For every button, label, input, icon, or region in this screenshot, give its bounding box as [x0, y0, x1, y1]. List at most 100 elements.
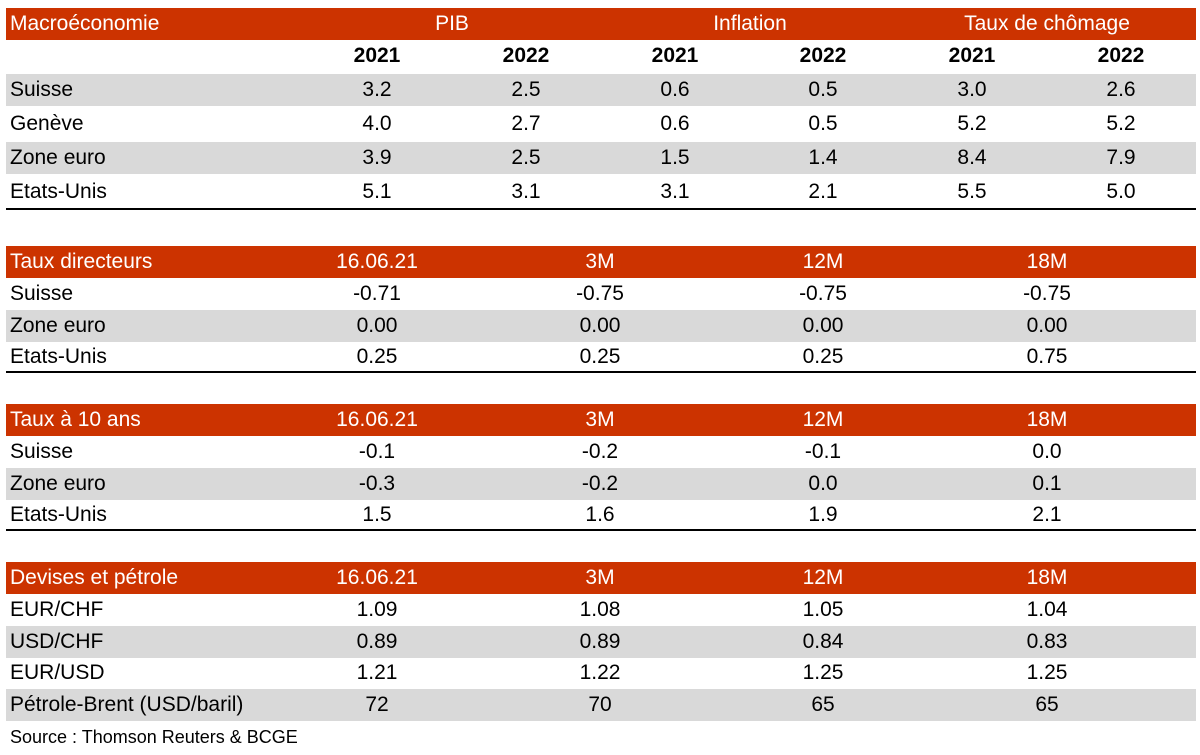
table-cell: 0.1 [1032, 472, 1062, 495]
table-row: Suisse -0.1 -0.2 -0.1 0.0 [6, 436, 1196, 468]
table-cell: 5.0 [1106, 180, 1136, 203]
table-cell: 0.6 [660, 78, 690, 101]
table-cell: 3.1 [660, 180, 690, 203]
table-cell: 1.21 [356, 661, 398, 684]
table-cell: 4.0 [362, 112, 392, 135]
table-cell: 65 [1035, 693, 1059, 716]
table-cell: -0.71 [353, 282, 401, 305]
table-cell: -0.1 [358, 440, 396, 463]
table-cell: 1.5 [362, 503, 392, 526]
table-cell: 3.1 [511, 180, 541, 203]
table-row: Zone euro -0.3 -0.2 0.0 0.1 [6, 468, 1196, 500]
column-header: 18M [1026, 408, 1068, 431]
table-cell: 1.6 [585, 503, 615, 526]
table-cell: -0.3 [358, 472, 396, 495]
table-cell: 1.5 [660, 146, 690, 169]
column-header: 12M [802, 408, 844, 431]
table-row: Genève 4.0 2.7 0.6 0.5 5.2 5.2 [6, 108, 1196, 140]
year-header: 2021 [353, 44, 401, 67]
table-cell: -0.75 [1023, 282, 1071, 305]
table-cell: 0.5 [808, 78, 838, 101]
macro-title: Macroéconomie [10, 12, 160, 35]
group-header-chomage: Taux de chômage [964, 12, 1130, 35]
macro-header-row: Macroéconomie PIB Inflation Taux de chôm… [6, 8, 1196, 40]
fx-title: Devises et pétrole [10, 566, 179, 589]
table-row: Pétrole-Brent (USD/baril) 72 70 65 65 [6, 689, 1196, 721]
table-cell: 70 [588, 693, 612, 716]
table-row: Suisse -0.71 -0.75 -0.75 -0.75 [6, 278, 1196, 310]
row-label: Etats-Unis [10, 180, 107, 203]
year-header: 2021 [948, 44, 996, 67]
policy-header-row: Taux directeurs 16.06.21 3M 12M 18M [6, 246, 1196, 278]
table-cell: 0.25 [356, 345, 398, 368]
row-label: Etats-Unis [10, 503, 107, 526]
row-label: Zone euro [10, 314, 106, 337]
table-cell: 65 [811, 693, 835, 716]
table-cell: 1.05 [802, 598, 844, 621]
table-cell: 1.22 [579, 661, 621, 684]
table-cell: 5.5 [957, 180, 987, 203]
year-header: 2022 [502, 44, 550, 67]
table-bottom-rule [6, 208, 1196, 210]
table-bottom-rule [6, 371, 1196, 373]
row-label: Etats-Unis [10, 345, 107, 368]
table-cell: 2.7 [511, 112, 541, 135]
column-header: 16.06.21 [336, 408, 418, 431]
table-cell: 1.4 [808, 146, 838, 169]
table-cell: 2.1 [1032, 503, 1062, 526]
table-cell: 3.0 [957, 78, 987, 101]
table-cell: 0.00 [356, 314, 398, 337]
column-header: 16.06.21 [336, 250, 418, 273]
table-cell: 1.9 [808, 503, 838, 526]
row-label: Genève [10, 112, 84, 135]
table-cell: 1.09 [356, 598, 398, 621]
column-header: 3M [585, 408, 615, 431]
table-cell: 5.2 [1106, 112, 1136, 135]
table-cell: 0.89 [579, 630, 621, 653]
column-header: 3M [585, 250, 615, 273]
table-cell: 0.84 [802, 630, 844, 653]
table-cell: 0.5 [808, 112, 838, 135]
table-cell: -0.2 [581, 472, 619, 495]
table-cell: -0.2 [581, 440, 619, 463]
source-note: Source : Thomson Reuters & BCGE [10, 727, 298, 747]
row-label: Suisse [10, 282, 74, 305]
table-cell: 0.89 [356, 630, 398, 653]
table-cell: 0.6 [660, 112, 690, 135]
table-row: Etats-Unis 0.25 0.25 0.25 0.75 [6, 341, 1196, 373]
row-label: Pétrole-Brent (USD/baril) [10, 693, 244, 716]
table-cell: 0.00 [802, 314, 844, 337]
column-header: 12M [802, 566, 844, 589]
table-row: USD/CHF 0.89 0.89 0.84 0.83 [6, 626, 1196, 658]
table-cell: 0.25 [802, 345, 844, 368]
table-row: Etats-Unis 1.5 1.6 1.9 2.1 [6, 499, 1196, 531]
table-cell: 8.4 [957, 146, 987, 169]
table-cell: 1.25 [802, 661, 844, 684]
table-cell: 7.9 [1106, 146, 1136, 169]
column-header: 12M [802, 250, 844, 273]
column-header: 18M [1026, 250, 1068, 273]
row-label: EUR/CHF [10, 598, 104, 621]
table-cell: 1.04 [1026, 598, 1068, 621]
table-cell: 0.00 [1026, 314, 1068, 337]
column-header: 3M [585, 566, 615, 589]
year-header: 2022 [1097, 44, 1145, 67]
table-cell: 1.08 [579, 598, 621, 621]
table-cell: 0.0 [1032, 440, 1062, 463]
table-row: Zone euro 0.00 0.00 0.00 0.00 [6, 310, 1196, 342]
row-label: USD/CHF [10, 630, 104, 653]
policy-title: Taux directeurs [10, 250, 153, 273]
bonds-header-row: Taux à 10 ans 16.06.21 3M 12M 18M [6, 404, 1196, 436]
table-cell: 0.25 [579, 345, 621, 368]
table-cell: -0.1 [804, 440, 842, 463]
table-cell: 3.2 [362, 78, 392, 101]
table-cell: 5.2 [957, 112, 987, 135]
table-cell: 72 [365, 693, 389, 716]
table-cell: 2.5 [511, 146, 541, 169]
row-label: Zone euro [10, 472, 106, 495]
group-header-inflation: Inflation [713, 12, 787, 35]
table-row: EUR/CHF 1.09 1.08 1.05 1.04 [6, 594, 1196, 626]
table-cell: 2.6 [1106, 78, 1136, 101]
macro-year-row: 2021 2022 2021 2022 2021 2022 [6, 40, 1196, 72]
table-cell: 2.1 [808, 180, 838, 203]
